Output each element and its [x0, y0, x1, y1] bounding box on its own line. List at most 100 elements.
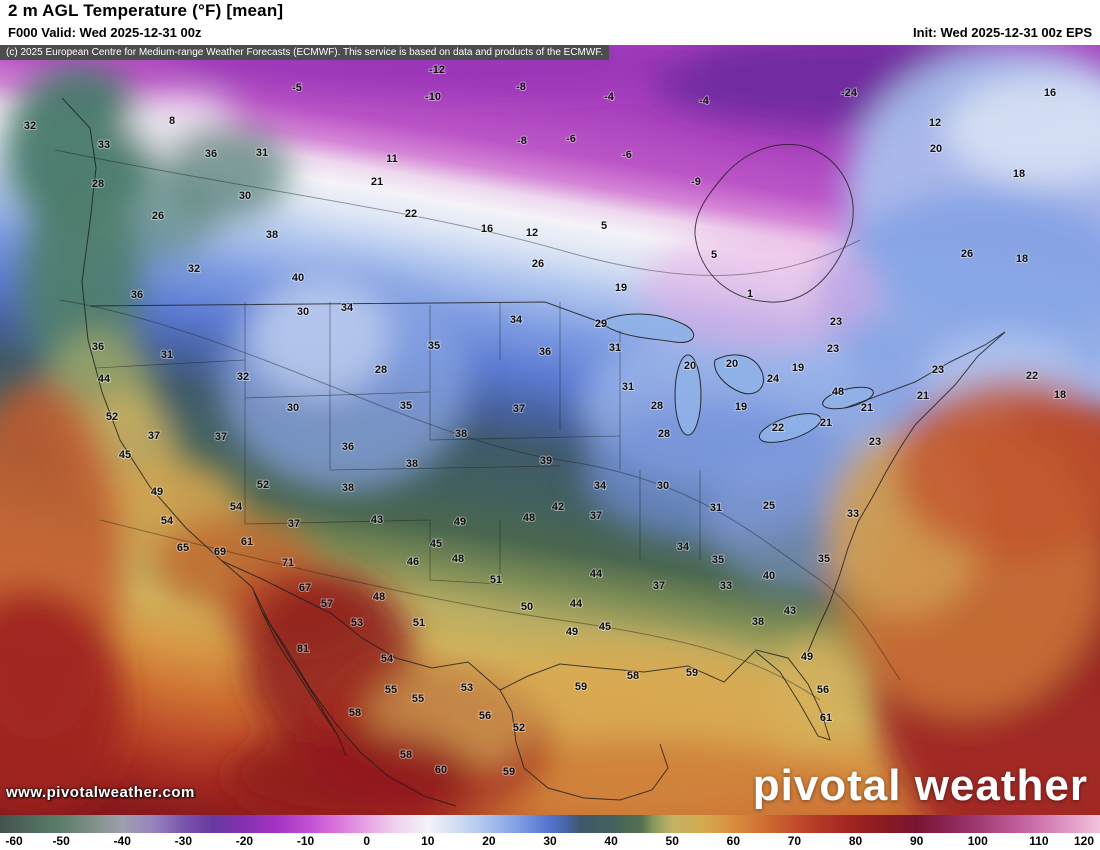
- temp-label: 35: [400, 400, 412, 412]
- baja-coastline: [251, 586, 347, 757]
- mexico-west-coastline: [261, 611, 457, 807]
- temp-label: 18: [1013, 168, 1025, 180]
- temp-label: 36: [131, 289, 143, 301]
- temp-label: -9: [691, 176, 701, 188]
- colorbar-tick: -40: [113, 834, 131, 848]
- colorbar-tick: -20: [235, 834, 254, 848]
- temp-label: 43: [784, 605, 796, 617]
- temp-label: 42: [552, 501, 564, 513]
- colorbar-tick: 60: [726, 834, 741, 848]
- page-title: 2 m AGL Temperature (°F) [mean]: [8, 1, 284, 20]
- temp-label: 35: [818, 553, 830, 565]
- temp-label: 53: [351, 617, 363, 629]
- temp-label: 19: [615, 282, 627, 294]
- temp-label: 24: [767, 373, 780, 385]
- temp-label: 5: [601, 220, 607, 232]
- temp-label: 58: [349, 707, 361, 719]
- temp-label: 28: [375, 364, 387, 376]
- atlantic-coastline: [807, 331, 1006, 653]
- init-time: Init: Wed 2025-12-31 00z EPS: [913, 25, 1092, 40]
- colorbar-tick: 70: [787, 834, 802, 848]
- colorbar-tick: -50: [52, 834, 70, 848]
- temp-label: -6: [622, 149, 632, 161]
- temp-label: 71: [282, 557, 294, 569]
- temp-label: 34: [510, 314, 523, 326]
- temp-label: 37: [513, 403, 525, 415]
- temp-label: 30: [287, 402, 299, 414]
- temp-label: 19: [792, 362, 804, 374]
- temp-label: 54: [381, 653, 394, 665]
- temp-label: 49: [566, 626, 578, 638]
- great-lakes: [599, 313, 874, 443]
- temp-label: 26: [532, 258, 544, 270]
- temp-label: 31: [710, 502, 722, 514]
- temp-label: 23: [932, 364, 944, 376]
- temp-label: 38: [752, 616, 764, 628]
- temp-label: -12: [429, 64, 445, 76]
- temp-label: 20: [930, 143, 942, 155]
- temp-label: 44: [98, 373, 111, 385]
- colorbar-tick: -30: [174, 834, 192, 848]
- pacific-coastline: [61, 97, 253, 588]
- temp-label: 28: [658, 428, 670, 440]
- colorbar-tick: 80: [848, 834, 863, 848]
- temp-label: 45: [119, 449, 131, 461]
- temp-label: 52: [257, 479, 269, 491]
- temp-label: 44: [590, 568, 603, 580]
- temp-label: 21: [861, 402, 873, 414]
- header: 2 m AGL Temperature (°F) [mean] F000 Val…: [0, 0, 1100, 45]
- temp-label: 34: [341, 302, 354, 314]
- temp-label: 52: [513, 722, 525, 734]
- temp-label: 18: [1016, 253, 1028, 265]
- temp-label: -10: [425, 91, 441, 103]
- isotherm-contours: [54, 149, 901, 701]
- temp-label: 12: [929, 117, 941, 129]
- temp-label: 26: [961, 248, 973, 260]
- temp-label: 35: [712, 554, 724, 566]
- valid-time: F000 Valid: Wed 2025-12-31 00z: [8, 25, 202, 40]
- temp-label: 37: [590, 510, 602, 522]
- colorbar-gradient: [0, 815, 1100, 833]
- temp-label: 33: [847, 508, 859, 520]
- temp-label: 30: [297, 306, 309, 318]
- temp-label: -6: [566, 133, 576, 145]
- gulf-coastline: [499, 689, 669, 801]
- temp-label: 23: [827, 343, 839, 355]
- temp-label: 53: [461, 682, 473, 694]
- map-area: -12 -5 -10 -8 -4 -4 -24 16 12 8 32 33 36 31 11 -8 -6 -6 20…: [0, 45, 1100, 815]
- temp-label: 58: [627, 670, 639, 682]
- temp-label: 18: [1054, 389, 1066, 401]
- temp-label: 38: [455, 428, 467, 440]
- temp-label: 31: [161, 349, 173, 361]
- temp-label: 19: [735, 401, 747, 413]
- temp-label: 12: [526, 227, 538, 239]
- temp-label: 32: [237, 371, 249, 383]
- temp-label: 69: [214, 546, 226, 558]
- temp-label: 22: [1026, 370, 1038, 382]
- temp-label: 30: [239, 190, 251, 202]
- temp-label: 31: [256, 147, 268, 159]
- temp-label: 48: [832, 386, 844, 398]
- temp-label: 49: [801, 651, 813, 663]
- temp-label: 16: [481, 223, 493, 235]
- temp-label: 38: [266, 229, 278, 241]
- temp-label: -5: [292, 82, 302, 94]
- temp-label: 21: [820, 417, 832, 429]
- temp-label: 25: [763, 500, 775, 512]
- temp-label: 36: [539, 346, 551, 358]
- temp-label: 8: [169, 115, 175, 127]
- temp-label: 33: [720, 580, 732, 592]
- temp-label: 22: [772, 422, 784, 434]
- temp-label: 49: [151, 486, 163, 498]
- colorbar-tick: 0: [363, 834, 370, 848]
- temp-label: 58: [400, 749, 412, 761]
- temp-label: 30: [657, 480, 669, 492]
- colorbar-tick: 50: [665, 834, 679, 848]
- temp-label: 54: [161, 515, 174, 527]
- temp-label: 59: [686, 667, 698, 679]
- temp-label: -8: [517, 135, 527, 147]
- temp-label: 65: [177, 542, 189, 554]
- temp-label: 49: [454, 516, 466, 528]
- colorbar-tick: -60: [5, 834, 23, 848]
